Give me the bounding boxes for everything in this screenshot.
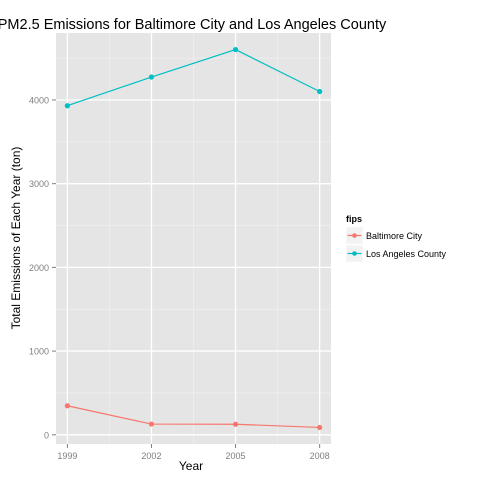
x-tick-label: 2002 [141,451,161,461]
series-line-0 [67,405,320,429]
x-tick-label: 2008 [310,451,330,461]
legend: fips Baltimore City Los Angeles County [345,214,447,263]
x-tick-label: 1999 [57,451,77,461]
data-point [64,103,70,109]
y-tick-label: 0 [44,430,49,440]
legend-label: Los Angeles County [366,249,447,259]
y-tick-label: 3000 [29,179,49,189]
axis-layer: 0 1000 2000 3000 4000 1999 2002 2005 2008 [29,95,330,461]
data-point [64,403,70,409]
data-point [148,421,155,427]
grid-minor [56,33,331,444]
grid-major [56,33,331,444]
legend-key-point [352,251,357,256]
data-point [232,46,239,53]
data-point [317,424,323,431]
data-point [232,421,239,427]
y-tick-label: 2000 [29,263,49,273]
y-tick-label: 4000 [29,95,49,105]
x-tick-label: 2005 [226,451,246,461]
y-axis-label: Total Emissions of Each Year (ton) [9,147,23,330]
legend-title: fips [346,214,362,224]
legend-key-point [352,233,357,238]
data-point [148,74,155,80]
series-line-1 [67,48,320,107]
data-point [317,88,323,95]
legend-label: Baltimore City [366,231,423,241]
chart-title: PM2.5 Emissions for Baltimore City and L… [0,17,387,33]
y-tick-label: 1000 [29,347,49,357]
x-axis-label: Year [179,459,203,473]
series-layer [64,46,323,431]
